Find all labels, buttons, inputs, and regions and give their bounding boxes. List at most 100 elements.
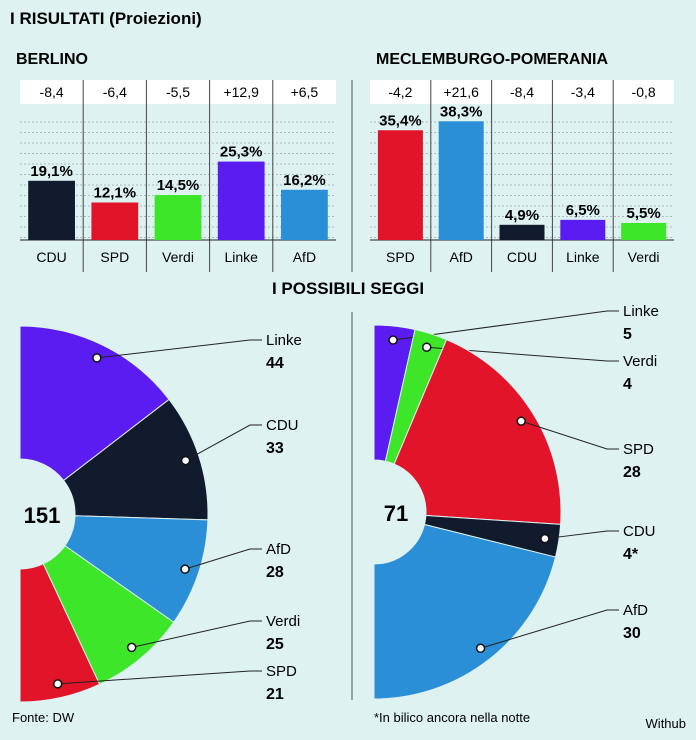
berlin-change-label: +6,5 xyxy=(291,84,319,100)
mv-category-label: Linke xyxy=(566,249,600,265)
berlin-seats-leader-line xyxy=(184,548,262,570)
mv-change-label: -0,8 xyxy=(632,84,656,100)
mv-seats-seat-count: 30 xyxy=(623,625,641,642)
berlin-category-label: Verdi xyxy=(162,249,194,265)
mv-seats-party-label: SPD xyxy=(623,441,654,458)
berlin-change-label: -6,4 xyxy=(103,84,127,100)
berlin-seats-slice-marker xyxy=(52,679,63,689)
credit: Withub xyxy=(646,716,686,731)
mv-seats-leader-line xyxy=(521,420,619,450)
mv-seats-seat-count: 5 xyxy=(623,326,632,343)
mv-seats-seat-total: 71 xyxy=(384,501,408,526)
berlin-bar-spd xyxy=(91,202,139,240)
mv-bar-afd xyxy=(438,121,484,240)
mv-seats-slice-marker xyxy=(540,533,550,544)
mv-category-label: SPD xyxy=(386,249,415,265)
berlin-seats-party-label: AfD xyxy=(266,541,291,558)
berlin-value-label: 12,1% xyxy=(94,184,137,201)
berlin-change-strip xyxy=(20,80,336,104)
berlin-category-label: SPD xyxy=(100,249,129,265)
mv-seats-party-label: Linke xyxy=(623,303,659,320)
footnote: *In bilico ancora nella notte xyxy=(374,710,530,725)
berlin-bar-verdi xyxy=(154,195,202,240)
berlin-seats-party-label: Linke xyxy=(266,332,302,349)
berlin-seats-seat-total: 151 xyxy=(24,503,61,528)
source-note: Fonte: DW xyxy=(12,710,75,725)
berlin-title: BERLINO xyxy=(16,51,88,68)
berlin-seats-party-label: SPD xyxy=(266,663,297,680)
mv-change-label: +21,6 xyxy=(443,84,479,100)
mv-bar-cdu xyxy=(499,224,545,240)
mv-seats-leader-line xyxy=(426,346,619,362)
mv-value-label: 35,4% xyxy=(379,112,422,129)
berlin-seats-slice-linke xyxy=(19,325,170,482)
mv-bar-chart: 35,4% -4,2 SPD 38,3% +21,6 AfD 4,9% -8,4 CDU 6,5%… xyxy=(370,80,674,272)
mv-seats-slice-afd xyxy=(373,523,557,700)
mv-value-label: 38,3% xyxy=(440,103,483,120)
mv-value-label: 5,5% xyxy=(626,205,660,222)
berlin-seats-party-label: CDU xyxy=(266,417,299,434)
berlin-seats-slice-marker xyxy=(126,642,137,653)
mv-change-label: -8,4 xyxy=(510,84,534,100)
mv-seats-party-label: CDU xyxy=(623,523,656,540)
mv-bar-verdi xyxy=(621,222,667,240)
berlin-category-label: AfD xyxy=(293,249,316,265)
mv-seats-slice-marker xyxy=(388,335,398,345)
main-title: I RISULTATI (Proiezioni) xyxy=(10,9,202,28)
mv-seats-seat-count: 4* xyxy=(623,546,639,563)
mv-seats-leader-line xyxy=(480,609,619,649)
berlin-seats-seat-count: 33 xyxy=(266,440,284,457)
mv-category-label: CDU xyxy=(507,249,537,265)
mv-seats-party-label: AfD xyxy=(623,602,648,619)
mv-category-label: AfD xyxy=(450,249,473,265)
mv-change-label: -4,2 xyxy=(388,84,412,100)
mv-change-label: -3,4 xyxy=(571,84,595,100)
berlin-seats-slice-marker xyxy=(180,564,190,574)
mv-bar-linke xyxy=(560,219,606,240)
mv-category-label: Verdi xyxy=(628,249,660,265)
berlin-category-label: Linke xyxy=(224,249,258,265)
berlin-seats-slice-marker xyxy=(92,353,102,363)
berlin-change-label: +12,9 xyxy=(223,84,259,100)
berlin-seats-leader-line xyxy=(57,670,262,685)
mv-seats-party-label: Verdi xyxy=(623,353,657,370)
berlin-seats-slice-marker xyxy=(180,455,191,466)
berlin-seats-seat-count: 28 xyxy=(266,564,284,581)
berlin-value-label: 19,1% xyxy=(30,163,73,180)
mv-seats-seat-count: 28 xyxy=(623,464,641,481)
mv-bar-spd xyxy=(377,130,423,240)
berlin-seats-seat-count: 44 xyxy=(266,355,284,372)
mv-change-strip xyxy=(370,80,674,104)
mv-seats-chart: Linke 5 Verdi 4 SPD 28 CDU 4* AfD 30 71 xyxy=(373,303,659,700)
berlin-change-label: -8,4 xyxy=(40,84,64,100)
berlin-bar-linke xyxy=(217,161,265,240)
berlin-seats-slice-spd xyxy=(19,563,101,703)
mv-seats-slice-marker xyxy=(475,643,486,654)
berlin-seats-slice-cdu xyxy=(62,398,209,521)
berlin-bar-chart: 19,1% -8,4 CDU 12,1% -6,4 SPD 14,5% -5,5 Verdi 25… xyxy=(20,80,336,272)
berlin-change-label: -5,5 xyxy=(166,84,190,100)
mv-seats-slice-marker xyxy=(421,342,432,352)
mv-seats-leader-line xyxy=(544,530,619,540)
berlin-value-label: 25,3% xyxy=(220,144,263,161)
mv-seats-seat-count: 4 xyxy=(623,376,632,393)
mv-value-label: 6,5% xyxy=(566,202,600,219)
berlin-seats-party-label: Verdi xyxy=(266,613,300,630)
berlin-bar-afd xyxy=(281,189,328,240)
mv-seats-slice-marker xyxy=(516,416,526,426)
berlin-seats-leader-line xyxy=(185,424,262,462)
mv-seats-leader-line xyxy=(393,310,619,341)
berlin-seats-leader-line xyxy=(96,339,262,359)
seats-title: I POSSIBILI SEGGI xyxy=(272,279,424,298)
berlin-category-label: CDU xyxy=(36,249,66,265)
berlin-seats-seat-count: 21 xyxy=(266,686,284,703)
berlin-seats-seat-count: 25 xyxy=(266,636,284,653)
berlin-value-label: 14,5% xyxy=(157,177,200,194)
berlin-seats-chart: Linke 44 CDU 33 AfD 28 Verdi 25 SPD 21 151 xyxy=(19,325,302,703)
mv-seats-slice-spd xyxy=(393,338,562,525)
berlin-bar-cdu xyxy=(28,180,75,240)
berlin-value-label: 16,2% xyxy=(283,172,326,189)
berlin-seats-leader-line xyxy=(131,620,262,648)
mv-title: MECLEMBURGO-POMERANIA xyxy=(376,51,608,68)
